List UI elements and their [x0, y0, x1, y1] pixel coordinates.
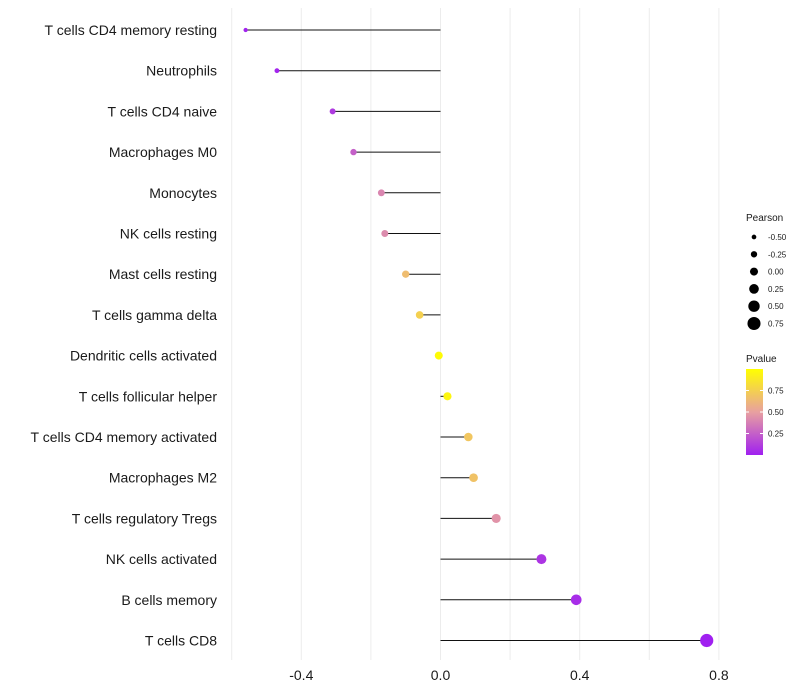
size-legend-dot: [749, 267, 759, 276]
lollipop-point: [377, 189, 385, 197]
category-label: Macrophages M2: [109, 470, 217, 486]
category-label: T cells CD8: [145, 633, 217, 649]
lollipop-point: [434, 351, 443, 360]
size-legend-dot: [751, 234, 757, 240]
color-legend: Pvalue 0.25 0.50 0.75: [746, 354, 784, 455]
x-tick-label: -0.4: [289, 667, 313, 683]
lollipop-point: [402, 270, 410, 278]
category-label: Neutrophils: [146, 63, 217, 79]
category-label: Dendritic cells activated: [70, 348, 217, 364]
size-legend: Pearson -0.50 -0.25 0.00 0.25 0.50 0.75: [746, 213, 787, 331]
category-label: NK cells activated: [106, 551, 217, 567]
lollipop-point: [415, 311, 424, 319]
x-axis-ticks: -0.4 0.0 0.4 0.8: [289, 667, 729, 683]
size-legend-dot: [747, 316, 761, 331]
lollipop-point: [329, 108, 336, 115]
size-legend-label: 0.75: [768, 320, 784, 329]
category-label: T cells follicular helper: [79, 388, 218, 404]
lollipop-point: [491, 513, 501, 523]
category-label: Macrophages M0: [109, 144, 217, 160]
lollipop-stems: [245, 29, 707, 641]
size-legend-dot: [749, 284, 759, 294]
color-legend-label: 0.75: [768, 387, 784, 396]
size-legend-label: -0.50: [768, 233, 787, 242]
x-tick-label: 0.0: [431, 667, 451, 683]
size-legend-label: 0.25: [768, 285, 784, 294]
size-legend-label: -0.25: [768, 250, 787, 259]
color-legend-bar: [746, 369, 763, 455]
category-label: T cells CD4 memory activated: [31, 429, 217, 445]
category-labels: T cells CD4 memory resting Neutrophils T c…: [31, 22, 218, 649]
category-label: Mast cells resting: [109, 266, 217, 282]
lollipop-point: [443, 392, 452, 401]
lollipop-point: [381, 230, 389, 237]
size-legend-dot: [748, 300, 760, 312]
size-legend-label: 0.00: [768, 268, 784, 277]
category-label: NK cells resting: [120, 226, 217, 242]
category-label: T cells CD4 naive: [108, 103, 218, 119]
x-tick-label: 0.8: [709, 667, 729, 683]
category-label: B cells memory: [121, 592, 217, 608]
grid-lines: [231, 8, 720, 660]
category-label: T cells CD4 memory resting: [45, 22, 217, 38]
x-tick-label: 0.4: [570, 667, 590, 683]
lollipop-point: [350, 148, 357, 156]
color-legend-label: 0.25: [768, 430, 784, 439]
lollipop-point: [469, 473, 478, 483]
size-legend-title: Pearson: [746, 213, 783, 224]
category-label: Monocytes: [149, 185, 217, 201]
lollipop-point: [536, 554, 547, 565]
lollipop-point: [700, 633, 714, 648]
size-legend-label: 0.50: [768, 302, 784, 311]
size-legend-dot: [750, 251, 758, 258]
lollipop-point: [464, 432, 473, 442]
category-label: T cells gamma delta: [92, 307, 217, 323]
lollipop-point: [570, 594, 582, 606]
category-label: T cells regulatory Tregs: [72, 510, 217, 526]
color-legend-label: 0.50: [768, 408, 784, 417]
lollipop-point: [243, 27, 248, 33]
color-legend-title: Pvalue: [746, 354, 777, 365]
lollipop-points: [243, 27, 714, 648]
lollipop-point: [274, 68, 280, 74]
